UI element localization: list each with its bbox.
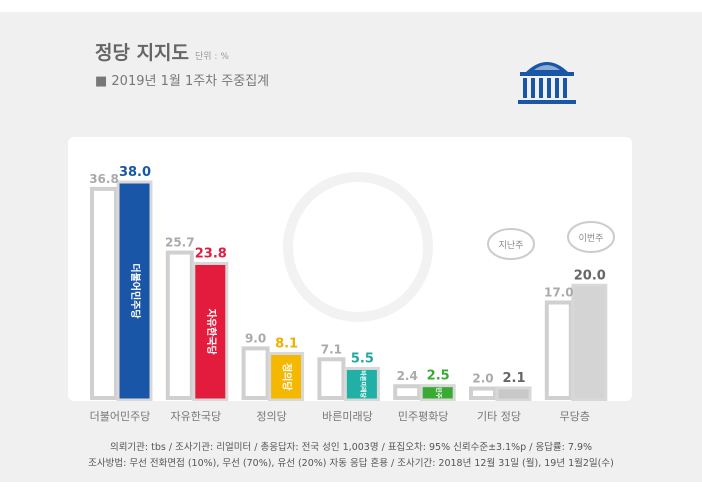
chart-panel: 36.8 38.0 더불어민주당 25.7 23.8 자유한국당 9.0 8.1 정의당 7.1 5…: [68, 137, 632, 401]
chart-title: 정당 지지도 단위 : %: [95, 42, 229, 64]
current-week-bar: [268, 352, 305, 401]
party-logo-text: 정의당: [281, 363, 294, 391]
current-value-label: 2.5: [427, 369, 450, 384]
previous-week-bar: [90, 186, 118, 400]
previous-week-bar: [393, 384, 422, 401]
current-week-bar: [495, 386, 532, 401]
previous-value-label: 2.0: [472, 372, 493, 386]
survey-notes: 의뢰기관: tbs / 조사기관: 리얼미터 / 총응답자: 전국 성인 1,0…: [0, 440, 702, 472]
unit-label: 단위 : %: [195, 52, 229, 62]
previous-value-label: 25.7: [165, 236, 195, 250]
current-value-label: 5.5: [351, 351, 374, 366]
party-logo-text: 자유한국당: [205, 309, 218, 356]
current-week-bar: [116, 180, 153, 401]
note-line: 의뢰기관: tbs / 조사기관: 리얼미터 / 총응답자: 전국 성인 1,0…: [109, 442, 593, 453]
current-week-bar: [419, 384, 456, 401]
legend-callout-bubble: [567, 221, 615, 253]
chart-subtitle: ■ 2019년 1월 1주차 주중집계: [95, 74, 270, 89]
legend-callout-text: 이번주: [579, 233, 604, 244]
party-logo-text: 더불어민주당: [129, 263, 142, 319]
previous-week-bar: [469, 386, 497, 401]
previous-week-bar: [544, 300, 573, 400]
previous-week-bar: [317, 357, 346, 400]
category-label: 기타 정당: [477, 410, 521, 423]
note-line: 조사방법: 무선 전화면접 (10%), 무선 (70%), 유선 (20%) …: [88, 458, 614, 469]
legend-callout-text: 지난주: [499, 240, 524, 251]
current-week-bar: [192, 261, 229, 401]
current-week-bar: [343, 366, 380, 401]
previous-value-label: 36.8: [89, 172, 119, 186]
party-logo-text: 바른미래당: [359, 370, 367, 398]
previous-week-bar: [241, 346, 270, 401]
previous-value-label: 7.1: [321, 342, 342, 356]
current-value-label: 20.0: [574, 268, 606, 283]
legend-callout-bubble: [487, 228, 535, 260]
current-value-label: 2.1: [502, 371, 525, 386]
category-label: 민주평화당: [397, 410, 449, 423]
previous-value-label: 9.0: [245, 331, 266, 345]
bar-chart: 36.8 38.0 더불어민주당 25.723.8 자유한국당 9.0 8.1 정의당 7.1 5…: [89, 165, 615, 401]
party-logo-text: 민주: [435, 387, 443, 399]
previous-value-label: 2.4: [397, 369, 418, 383]
category-label: 자유한국당: [170, 410, 222, 423]
current-week-bar: [571, 283, 608, 401]
previous-week-bar: [165, 250, 194, 400]
current-value-label: 8.1: [275, 337, 298, 352]
previous-value-label: 17.0: [544, 285, 574, 299]
category-axis: 더불어민주당 자유한국당 정의당 바른미래당 민주평화당 기타 정당 무당층: [0, 408, 702, 428]
current-value-label: 23.8: [195, 246, 227, 261]
category-label: 무당층: [559, 410, 590, 423]
category-label: 정의당: [256, 410, 287, 423]
national-assembly-icon: [518, 62, 576, 104]
watermark-seal: [283, 172, 433, 322]
category-label: 바른미래당: [322, 410, 373, 423]
category-label: 더불어민주당: [89, 410, 151, 423]
current-value-label: 38.0: [119, 165, 151, 180]
